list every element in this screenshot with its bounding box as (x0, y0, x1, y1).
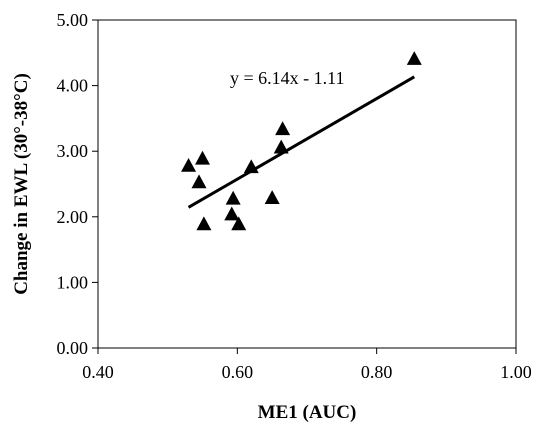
y-tick-label: 3.00 (57, 141, 89, 161)
data-points (181, 51, 422, 231)
y-tick-label: 1.00 (57, 272, 89, 292)
x-tick-label: 0.80 (361, 362, 393, 382)
tick-labels: 0.00 1.00 2.00 3.00 4.00 5.00 0.40 0.60 0.80 1.00 (57, 10, 532, 382)
trendline-equation: y = 6.14x - 1.11 (230, 68, 344, 88)
data-point-triangle (264, 190, 280, 204)
x-axis-title: ME1 (AUC) (258, 402, 357, 423)
data-point-triangle (273, 139, 289, 154)
data-point-triangle (406, 51, 422, 65)
y-tick-label: 5.00 (57, 10, 89, 30)
data-point-triangle (275, 121, 291, 136)
axes (92, 19, 517, 354)
x-tick-label: 0.60 (222, 362, 254, 382)
data-point-triangle (224, 206, 240, 221)
trendline (187, 75, 416, 209)
y-tick-label: 0.00 (57, 338, 89, 358)
x-tick-label: 0.40 (82, 362, 114, 382)
y-tick-label: 4.00 (57, 76, 89, 96)
x-tick-label: 1.00 (500, 362, 532, 382)
data-point-triangle (196, 216, 212, 231)
plot-frame (97, 19, 517, 349)
data-point-triangle (181, 158, 197, 172)
data-point-triangle (195, 150, 210, 165)
data-point-triangle (225, 190, 241, 205)
data-point-triangle (231, 216, 247, 231)
y-axis-title: Change in EWL (30°-38°C) (11, 73, 32, 295)
y-tick-label: 2.00 (57, 207, 89, 227)
trendline-group (187, 75, 416, 209)
data-point-triangle (191, 174, 207, 189)
data-point-triangle (243, 159, 259, 174)
